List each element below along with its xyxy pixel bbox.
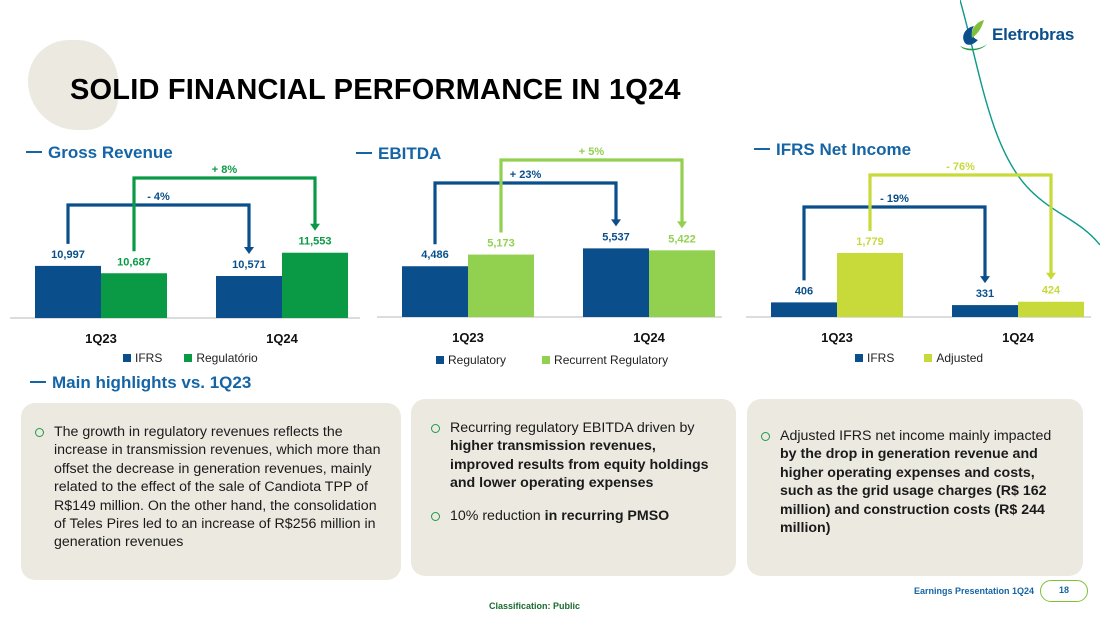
data-label: 1,779 bbox=[856, 236, 884, 248]
bar-recurrent-regulatory-1q24 bbox=[649, 250, 715, 317]
bar-adjusted-1q24 bbox=[1018, 301, 1084, 317]
change-label: + 8% bbox=[212, 164, 238, 176]
data-label: 5,537 bbox=[602, 231, 630, 243]
data-label: 10,997 bbox=[51, 249, 85, 261]
bullet-circle-icon bbox=[761, 432, 770, 441]
legend-item-adjusted: Adjusted bbox=[924, 351, 983, 365]
brand-logo: Eletrobras bbox=[958, 18, 1074, 52]
data-label: 331 bbox=[976, 288, 994, 300]
section-title-ebitda: EBITDA bbox=[356, 144, 441, 164]
legend-gross-revenue: IFRS Regulatório bbox=[123, 351, 258, 365]
comparison-arrow bbox=[433, 181, 621, 245]
decorative-curve bbox=[960, 0, 1100, 246]
legend-item-recurrent-regulatory: Recurrent Regulatory bbox=[542, 353, 668, 367]
legend-item-regulatory: Regulatory bbox=[436, 353, 506, 367]
bar-ifrs-1q24 bbox=[216, 276, 282, 318]
highlight-text: Recurring regulatory EBITDA driven by hi… bbox=[450, 420, 709, 492]
data-label: 10,687 bbox=[117, 256, 151, 268]
legend-item-ifrs-income: IFRS bbox=[855, 351, 894, 365]
comparison-arrow bbox=[499, 158, 687, 233]
comparison-arrow bbox=[802, 205, 990, 284]
category-tick-label: 1Q23 bbox=[85, 331, 117, 346]
highlight-text: 10% reduction in recurring PMSO bbox=[450, 507, 670, 524]
legend-item-ifrs: IFRS bbox=[123, 351, 162, 365]
page-number: 18 bbox=[1040, 580, 1088, 602]
highlight-card-ebitda: Recurring regulatory EBITDA driven by hi… bbox=[411, 399, 736, 576]
brand-name: Eletrobras bbox=[992, 25, 1075, 44]
bar-regulatório-1q23 bbox=[101, 273, 167, 318]
highlight-bullet: Recurring regulatory EBITDA driven by hi… bbox=[431, 419, 716, 493]
presentation-label: Earnings Presentation 1Q24 bbox=[914, 586, 1035, 596]
category-tick-label: 1Q23 bbox=[821, 330, 853, 345]
gross-revenue-svg: 10,997 10,687 1Q23 10,571 11,553 1Q24 - 4% + 8% bbox=[10, 164, 360, 346]
change-label: + 5% bbox=[579, 146, 605, 158]
bar-ifrs-1q24 bbox=[952, 305, 1018, 317]
data-label: 10,571 bbox=[232, 259, 266, 271]
bullet-circle-icon bbox=[35, 428, 44, 437]
change-label: - 19% bbox=[880, 193, 909, 205]
change-label: + 23% bbox=[510, 169, 542, 181]
category-tick-label: 1Q24 bbox=[633, 330, 666, 345]
bar-regulatory-1q24 bbox=[583, 248, 649, 317]
section-title-highlights: Main highlights vs. 1Q23 bbox=[30, 373, 251, 393]
legend-ifrs-net-income: IFRS Adjusted bbox=[855, 351, 983, 365]
comparison-arrow bbox=[868, 173, 1056, 280]
category-tick-label: 1Q24 bbox=[1002, 330, 1035, 345]
ifrs-net-income-svg: 406 1,779 1Q23 331 424 1Q24 - 19% - 76% bbox=[746, 161, 1091, 345]
highlight-bullet: The growth in regulatory revenues reflec… bbox=[35, 423, 387, 552]
legend-item-regulatorio: Regulatório bbox=[184, 351, 258, 365]
ebitda-svg: 4,486 5,173 1Q23 5,537 5,422 1Q24 + 23% + 5% bbox=[377, 146, 722, 345]
chart-gross-revenue: 10,997 10,687 1Q23 10,571 11,553 1Q24 - 4% + 8% bbox=[10, 155, 370, 355]
section-title-ifrs-net-income: IFRS Net Income bbox=[754, 140, 911, 160]
highlight-bullet: 10% reduction in recurring PMSO bbox=[431, 507, 716, 525]
comparison-arrow bbox=[132, 176, 320, 252]
comparison-arrow bbox=[66, 203, 254, 255]
change-label: - 4% bbox=[147, 191, 170, 203]
classification-label: Classification: Public bbox=[489, 601, 581, 611]
bar-adjusted-1q23 bbox=[837, 252, 903, 317]
bar-ifrs-1q23 bbox=[35, 265, 101, 318]
highlight-card-gross-revenue: The growth in regulatory revenues reflec… bbox=[21, 403, 401, 580]
data-label: 4,486 bbox=[421, 249, 449, 261]
data-label: 406 bbox=[795, 285, 813, 297]
highlight-card-net-income: Adjusted IFRS net income mainly impacted… bbox=[747, 399, 1083, 576]
data-label: 5,173 bbox=[487, 238, 515, 250]
data-label: 5,422 bbox=[668, 233, 696, 245]
bullet-circle-icon bbox=[431, 511, 440, 521]
page-title: SOLID FINANCIAL PERFORMANCE IN 1Q24 bbox=[70, 74, 681, 106]
highlight-text: Adjusted IFRS net income mainly impacted… bbox=[780, 428, 1052, 537]
bar-recurrent-regulatory-1q23 bbox=[468, 254, 534, 317]
section-title-gross-revenue: Gross Revenue bbox=[26, 143, 173, 163]
highlight-text: The growth in regulatory revenues reflec… bbox=[54, 424, 381, 551]
chart-ifrs-net-income: 406 1,779 1Q23 331 424 1Q24 - 19% - 76% bbox=[746, 155, 1100, 355]
decorative-blob bbox=[28, 40, 118, 130]
eletrobras-logo-icon bbox=[960, 20, 987, 51]
data-label: 424 bbox=[1042, 285, 1061, 297]
bullet-circle-icon bbox=[431, 424, 440, 433]
category-tick-label: 1Q24 bbox=[266, 331, 299, 346]
bar-ifrs-1q23 bbox=[771, 302, 837, 317]
change-label: - 76% bbox=[946, 161, 975, 173]
bar-regulatório-1q24 bbox=[282, 252, 348, 318]
legend-ebitda: Regulatory Recurrent Regulatory bbox=[436, 353, 668, 367]
chart-ebitda: 4,486 5,173 1Q23 5,537 5,422 1Q24 + 23% + 5% bbox=[377, 140, 739, 355]
category-tick-label: 1Q23 bbox=[452, 330, 484, 345]
bar-regulatory-1q23 bbox=[402, 266, 468, 317]
data-label: 11,553 bbox=[298, 236, 331, 248]
highlight-bullet: Adjusted IFRS net income mainly impacted… bbox=[761, 427, 1057, 537]
